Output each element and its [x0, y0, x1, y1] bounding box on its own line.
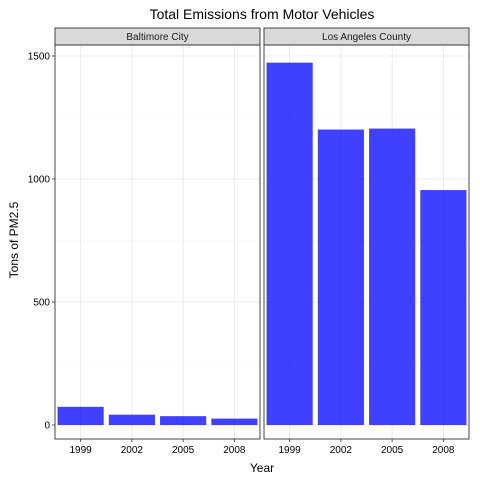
panel-border [55, 45, 260, 439]
facet-panel: Baltimore City 1999 2002 2005 2008 [55, 28, 260, 456]
bar-baltimore-city-1999 [58, 407, 104, 425]
x-axis-title: Year [250, 461, 274, 475]
bar-baltimore-city-2005 [160, 416, 206, 425]
y-tick-label: 500 [33, 298, 50, 309]
facet-panel: Los Angeles County 1999 2002 2005 2008 [264, 28, 469, 456]
y-axis-title: Tons of PM2.5 [7, 201, 21, 278]
x-tick-label: 1999 [279, 445, 302, 456]
x-tick-label: 2008 [223, 445, 246, 456]
bar-baltimore-city-2008 [211, 419, 257, 425]
x-tick-label: 2005 [172, 445, 195, 456]
x-tick-label: 2002 [121, 445, 144, 456]
y-tick-label: 0 [44, 421, 50, 432]
x-tick-label: 1999 [70, 445, 93, 456]
bar-los-angeles-county-2002 [318, 130, 364, 425]
y-axis: 0 500 1000 1500 [28, 52, 55, 432]
chart-title: Total Emissions from Motor Vehicles [150, 6, 375, 22]
bar-baltimore-city-2002 [109, 415, 155, 425]
y-tick-label: 1500 [28, 52, 51, 63]
x-tick-label: 2002 [330, 445, 353, 456]
facet-strip-label: Baltimore City [126, 32, 188, 43]
y-tick-label: 1000 [28, 175, 51, 186]
facet-strip-label: Los Angeles County [322, 32, 411, 43]
bar-los-angeles-county-2005 [369, 129, 415, 425]
bar-los-angeles-county-2008 [420, 190, 466, 425]
x-tick-label: 2008 [432, 445, 455, 456]
x-tick-label: 2005 [381, 445, 404, 456]
bar-los-angeles-county-1999 [267, 63, 313, 425]
